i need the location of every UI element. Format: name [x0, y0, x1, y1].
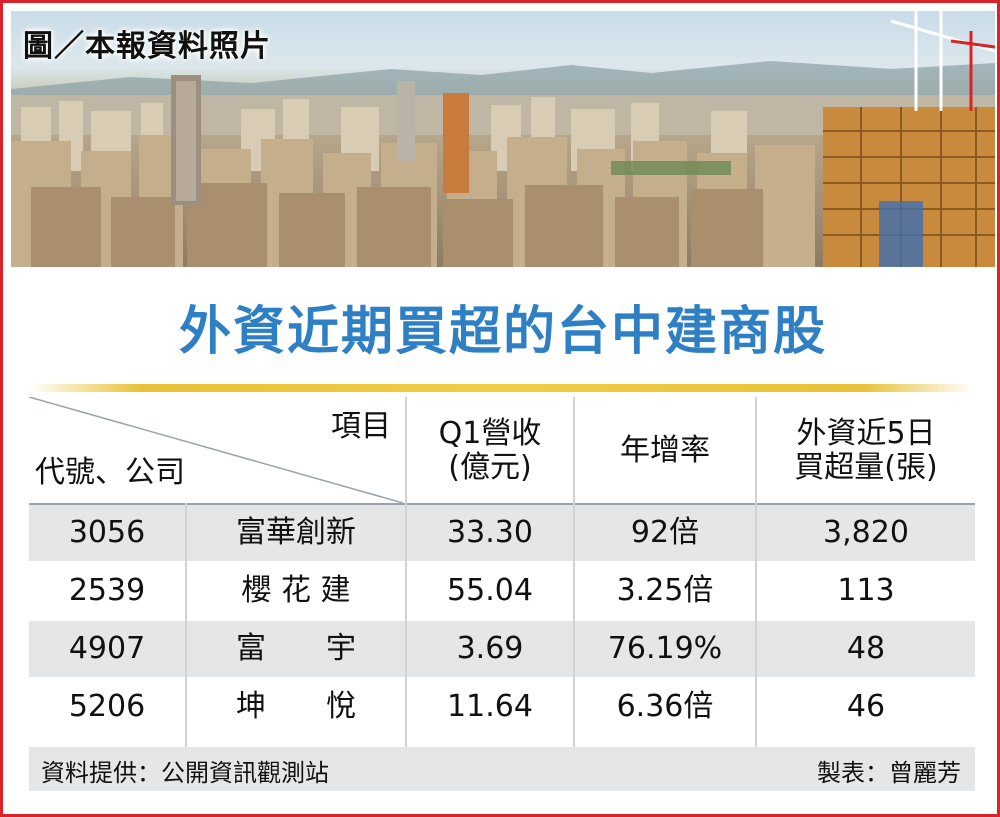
row-net-buy: 48 [846, 630, 886, 666]
row-yoy: 92倍 [630, 514, 700, 550]
table-maker: 製表：曾麗芳 [817, 759, 961, 787]
row-company: 坤 悅 [236, 688, 356, 724]
header-yoy: 年增率 [620, 432, 710, 468]
row-code: 5206 [68, 688, 146, 724]
row-company: 富華創新 [236, 514, 356, 550]
row-revenue: 3.69 [456, 630, 524, 666]
header-foreign-buy-line2: 買超量(張) [794, 450, 938, 485]
data-source: 資料提供：公開資訊觀測站 [41, 759, 329, 787]
row-yoy: 3.25倍 [616, 572, 714, 608]
header-code-company-label: 代號、公司 [35, 454, 185, 490]
row-net-buy: 46 [846, 688, 886, 724]
header-diagonal-line [29, 397, 403, 503]
col-sep-code [185, 503, 187, 747]
title-underline [29, 384, 975, 392]
table-footer: 資料提供：公開資訊觀測站 製表：曾麗芳 [29, 747, 975, 791]
row-revenue: 55.04 [447, 572, 533, 608]
row-company: 富 宇 [236, 630, 356, 666]
col-sep-1 [405, 397, 407, 747]
row-company: 櫻 花 建 [241, 572, 351, 608]
header-bottom-rule [29, 503, 975, 505]
header-item-label: 項目 [331, 408, 391, 444]
col-sep-3 [755, 397, 757, 747]
row-revenue: 33.30 [447, 514, 533, 550]
header-q1-revenue-line2: (億元) [448, 450, 532, 485]
row-yoy: 76.19% [607, 630, 723, 666]
row-yoy: 6.36倍 [616, 688, 714, 724]
row-net-buy: 113 [837, 572, 895, 608]
header-q1-revenue: Q1營收 (億元) [407, 401, 573, 501]
skyline-illustration [11, 11, 995, 267]
header-q1-revenue-line1: Q1營收 [438, 415, 542, 451]
header-foreign-buy: 外資近5日 買超量(張) [757, 401, 975, 501]
row-net-buy: 3,820 [823, 514, 909, 550]
table-panel: 外資近期買超的台中建商股 項目 代號、公司 Q1營收 (億元) 年增率 外資近5… [11, 267, 995, 812]
photo-credit: 圖／本報資料照片 [23, 29, 271, 64]
city-skyline-photo: 圖／本報資料照片 [11, 11, 995, 267]
row-code: 4907 [68, 630, 146, 666]
row-revenue: 11.64 [447, 688, 533, 724]
data-table: 項目 代號、公司 Q1營收 (億元) 年增率 外資近5日 買超量(張) 30 [29, 397, 975, 799]
graphic-title: 外資近期買超的台中建商股 [178, 302, 827, 362]
col-sep-2 [573, 397, 575, 747]
row-code: 3056 [68, 514, 146, 550]
header-foreign-buy-line1: 外資近5日 [796, 415, 936, 451]
row-code: 2539 [68, 572, 146, 608]
